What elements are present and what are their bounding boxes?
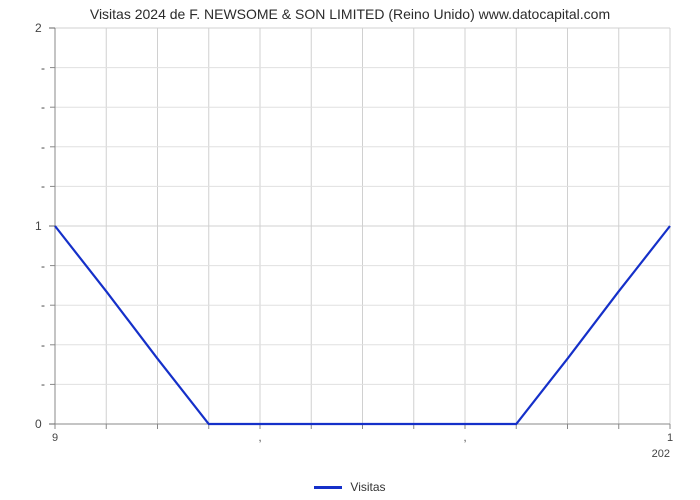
- y-tick-label: 0: [35, 417, 42, 431]
- y-minor-dash: -: [41, 338, 45, 352]
- x-tick-label: 9: [52, 432, 58, 444]
- chart-container: Visitas 2024 de F. NEWSOME & SON LIMITED…: [0, 0, 700, 500]
- y-minor-dash: -: [41, 140, 45, 154]
- y-minor-dash: -: [41, 259, 45, 273]
- x-tick-label: ,: [258, 432, 261, 444]
- y-minor-dash: -: [41, 179, 45, 193]
- y-minor-dash: -: [41, 100, 45, 114]
- x-tick-label: 1: [667, 432, 673, 444]
- legend-swatch: [314, 486, 342, 489]
- y-tick-label: 1: [35, 219, 42, 233]
- y-minor-dash: -: [41, 377, 45, 391]
- y-minor-dash: -: [41, 61, 45, 75]
- y-minor-dash: -: [41, 298, 45, 312]
- x-tick-label: ,: [463, 432, 466, 444]
- x-tick-secondary: 202: [652, 448, 670, 460]
- y-tick-label: 2: [35, 21, 42, 35]
- legend-label: Visitas: [350, 480, 385, 494]
- line-chart: [0, 0, 700, 500]
- legend: Visitas: [0, 476, 700, 495]
- legend-item: Visitas: [314, 480, 385, 494]
